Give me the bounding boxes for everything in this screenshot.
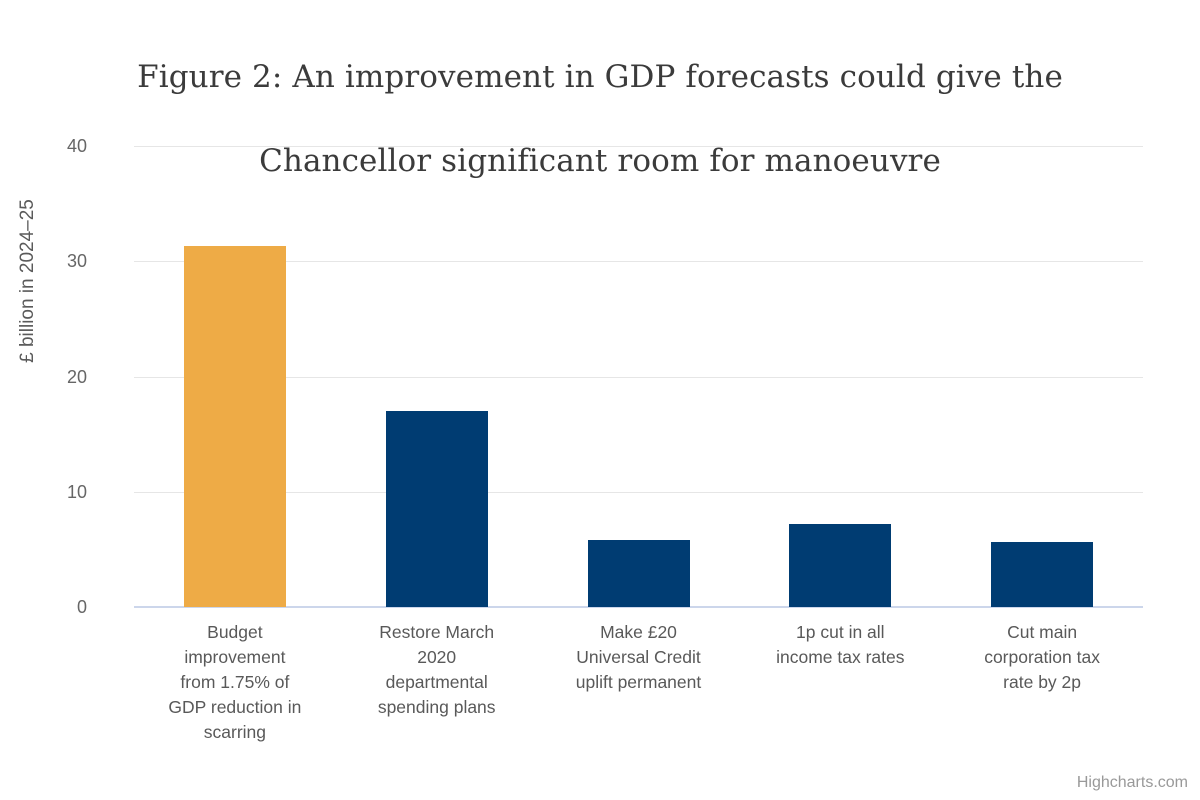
chart-title: Figure 2: An improvement in GDP forecast…: [0, 14, 1200, 182]
plot-area: [134, 146, 1143, 608]
bar-5[interactable]: [991, 542, 1094, 607]
gridline-20: [134, 376, 1143, 378]
x-axis-label-1: Budget improvement from 1.75% of GDP red…: [168, 622, 302, 742]
x-axis-label-2: Restore March 2020 departmental spending…: [377, 622, 496, 717]
x-axis-line: [134, 606, 1143, 608]
bar-4[interactable]: [789, 524, 892, 607]
x-axis-label-5: Cut main corporation tax rate by 2p: [984, 622, 1100, 692]
bar-2[interactable]: [385, 411, 488, 607]
bar-1[interactable]: [183, 246, 286, 607]
y-tick-label-40: 40: [66, 136, 87, 156]
y-tick-label-10: 10: [66, 481, 87, 502]
highcharts-credits[interactable]: Highcharts.com: [1076, 774, 1188, 791]
y-axis-title: £ billion in 2024–25: [17, 199, 38, 363]
y-tick-label-20: 20: [66, 366, 87, 387]
x-axis-labels: Budget improvement from 1.75% of GDP red…: [134, 620, 1143, 760]
chart-title-line-2: Chancellor significant room for manoeuvr…: [259, 143, 941, 179]
x-axis-label-3: Make £20 Universal Credit uplift permane…: [575, 622, 702, 692]
x-axis-label-4: 1p cut in all income tax rates: [776, 622, 905, 667]
y-tick-label-30: 30: [66, 251, 87, 272]
bar-3[interactable]: [587, 540, 690, 607]
gridline-30: [134, 261, 1143, 263]
gridline-40: [134, 146, 1143, 147]
gridline-10: [134, 491, 1143, 493]
y-tick-label-0: 0: [76, 597, 87, 617]
chart-title-line-1: Figure 2: An improvement in GDP forecast…: [137, 59, 1063, 95]
